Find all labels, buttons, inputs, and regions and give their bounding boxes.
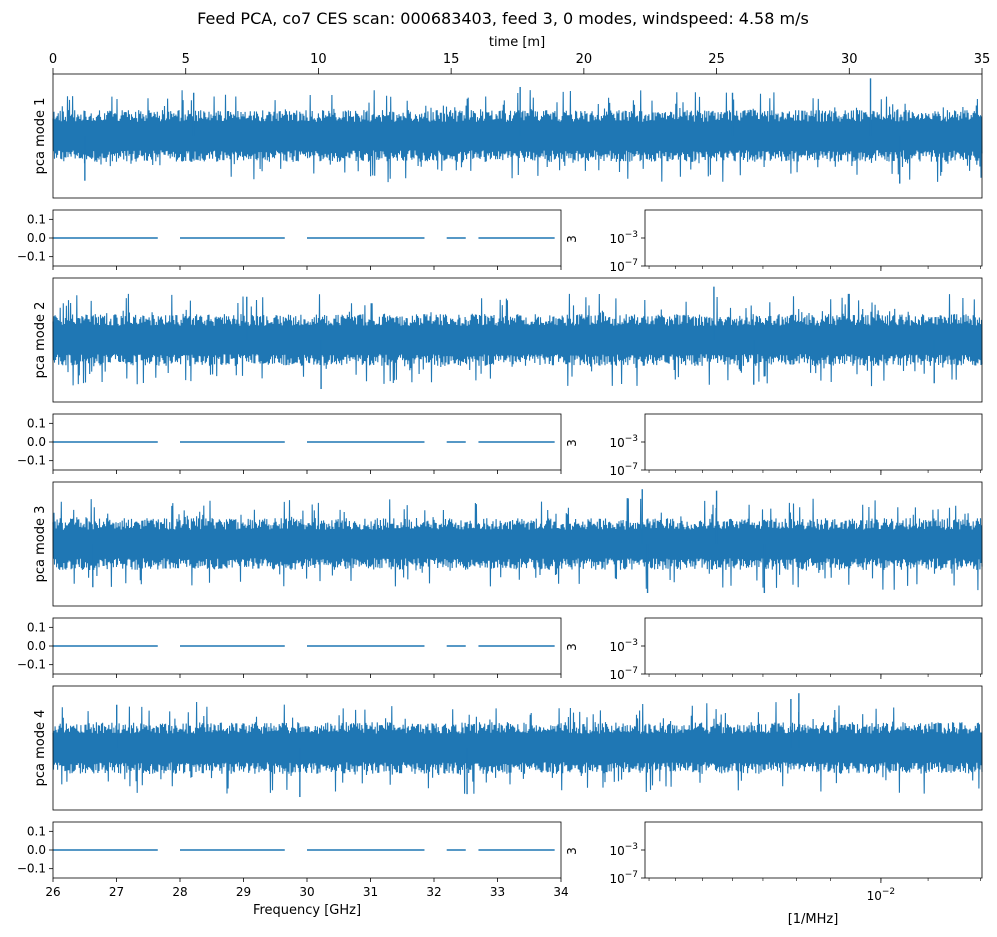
time-panel-frame (52, 73, 983, 199)
frequency-side-label: 3 (565, 847, 579, 855)
frequency-ytick-label: −0.1 (17, 862, 46, 876)
panels: 0 5 10 15 20 25 30 35 pca mode 1 −0.1 0.0 0.1 3 10−3 1… (17, 52, 990, 927)
time-axis-tick-label: 0 (49, 52, 57, 67)
spectrum-ytick-label: 10−3 (609, 842, 638, 858)
time-axis-tick-label: 20 (576, 52, 593, 67)
time-panel-frame (52, 277, 983, 403)
frequency-ytick-label: −0.1 (17, 250, 46, 264)
figure-title: Feed PCA, co7 CES scan: 000683403, feed … (197, 9, 809, 28)
pca-mode-ylabel: pca mode 4 (33, 710, 48, 787)
frequency-xtick-label: 29 (236, 885, 251, 899)
frequency-side-label: 3 (565, 235, 579, 243)
frequency-side-label: 3 (565, 439, 579, 447)
frequency-ytick-label: 0.0 (27, 639, 46, 653)
frequency-ytick-label: 0.1 (27, 620, 46, 634)
frequency-ytick-label: 0.1 (27, 416, 46, 430)
frequency-side-label: 3 (565, 643, 579, 651)
frequency-axis-label: Frequency [GHz] (253, 903, 361, 918)
time-axis-tick-label: 25 (708, 52, 725, 67)
frequency-ytick-label: 0.0 (27, 843, 46, 857)
time-axis-tick-label: 5 (182, 52, 190, 67)
frequency-xtick-label: 30 (299, 885, 314, 899)
spectrum-ytick-label: 10−7 (609, 258, 638, 274)
pca-mode-trace (52, 701, 983, 794)
time-axis-label: time [m] (489, 35, 545, 50)
frequency-xtick-label: 34 (553, 885, 568, 899)
pca-mode-trace (52, 498, 983, 591)
spectrum-ytick-label: 10−7 (609, 462, 638, 478)
pca-mode-ylabel: pca mode 1 (33, 98, 48, 175)
spectrum-xtick-label: 10−2 (867, 887, 896, 903)
spectrum-ytick-label: 10−3 (609, 638, 638, 654)
pca-mode-ylabel: pca mode 3 (33, 506, 48, 583)
frequency-ytick-label: 0.0 (27, 435, 46, 449)
frequency-xtick-label: 32 (426, 885, 441, 899)
frequency-ytick-label: 0.0 (27, 231, 46, 245)
time-axis-tick-label: 10 (310, 52, 327, 67)
time-axis-tick-label: 30 (841, 52, 858, 67)
pca-mode-trace (52, 293, 983, 387)
frequency-xtick-label: 27 (109, 885, 124, 899)
spectrum-ytick-label: 10−3 (609, 230, 638, 246)
frequency-xtick-label: 28 (172, 885, 187, 899)
time-axis-tick-label: 35 (974, 52, 991, 67)
spectrum-ytick-label: 10−3 (609, 434, 638, 450)
frequency-xtick-label: 33 (490, 885, 505, 899)
spectrum-ytick-label: 10−7 (609, 666, 638, 682)
frequency-ytick-label: −0.1 (17, 454, 46, 468)
frequency-xtick-label: 31 (363, 885, 378, 899)
spectrum-ytick-label: 10−7 (609, 870, 638, 886)
time-axis-tick-label: 15 (443, 52, 460, 67)
pca-mode-ylabel: pca mode 2 (33, 302, 48, 379)
time-panel-frame (52, 481, 983, 607)
pca-mode-trace (52, 90, 983, 183)
frequency-xtick-label: 26 (45, 885, 60, 899)
time-panel-frame (52, 685, 983, 811)
frequency-ytick-label: 0.1 (27, 824, 46, 838)
frequency-ytick-label: −0.1 (17, 658, 46, 672)
frequency-ytick-label: 0.1 (27, 212, 46, 226)
spectrum-axis-label: [1/MHz] (788, 912, 839, 927)
